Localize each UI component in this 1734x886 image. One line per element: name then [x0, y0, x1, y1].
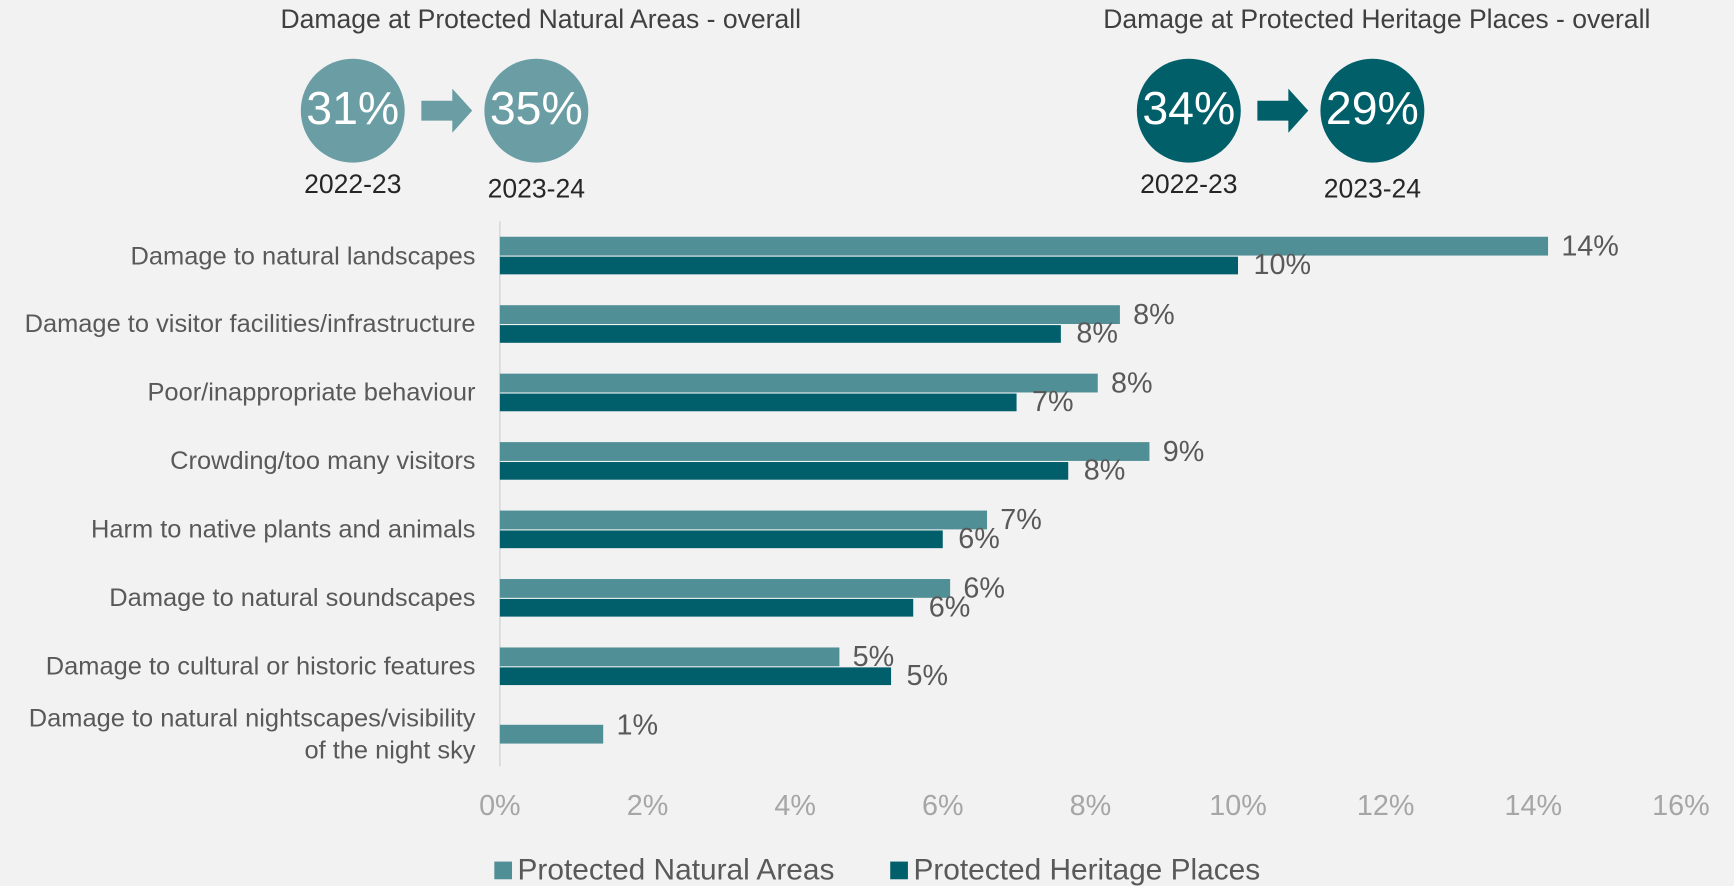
- x-tick-label: 14%: [1505, 790, 1563, 822]
- bar: [499, 724, 604, 744]
- category-label-box: Crowding/too many visitors: [170, 445, 476, 475]
- arrow: [1257, 88, 1309, 133]
- bar: [499, 373, 1098, 393]
- category-label-box: Damage to natural landscapes: [130, 240, 476, 270]
- x-tick-label: 6%: [922, 790, 964, 822]
- bar: [499, 462, 1069, 480]
- x-tick-label: 16%: [1652, 790, 1710, 822]
- bar: [499, 236, 1549, 256]
- category-label-box: Damage to cultural or historic features: [45, 651, 476, 681]
- category-label: Damage to cultural or historic features: [45, 651, 476, 681]
- summary-circle: [484, 58, 589, 163]
- value-label: 9%: [1163, 436, 1205, 468]
- summary-period: 2022-23: [304, 169, 401, 199]
- legend-label: Protected Natural Areas: [518, 853, 835, 886]
- value-label: 6%: [963, 573, 1005, 605]
- bar: [499, 305, 1120, 325]
- summary-circle: [300, 58, 405, 163]
- category-label: Damage to visitor facilities/infrastruct…: [24, 309, 476, 338]
- value-label: 8%: [1084, 455, 1126, 487]
- x-tick-label: 2%: [627, 790, 669, 822]
- summary-value: 35%: [490, 82, 583, 134]
- summary-circle: [1136, 58, 1241, 163]
- x-tick-label: 0%: [479, 790, 521, 822]
- value-label: 8%: [1111, 367, 1153, 399]
- category-label-box: Poor/inappropriate behaviour: [147, 377, 476, 407]
- legend-label: Protected Heritage Places: [913, 853, 1260, 886]
- value-label: 14%: [1561, 230, 1619, 262]
- bar: [499, 579, 951, 598]
- x-tick-label: 12%: [1357, 790, 1415, 822]
- summary-value: 29%: [1326, 82, 1419, 134]
- bar: [499, 598, 914, 617]
- bar: [499, 667, 892, 686]
- value-label: 6%: [929, 591, 971, 623]
- bar: [499, 393, 1017, 412]
- category-label-box: Damage to visitor facilities/infrastruct…: [24, 309, 476, 338]
- category-label: Crowding/too many visitors: [170, 445, 476, 475]
- bar: [499, 442, 1150, 461]
- category-label: Damage to natural landscapes: [130, 240, 476, 270]
- legend-swatch: [494, 861, 513, 880]
- category-label: Damage to natural nightscapes/visibility…: [28, 703, 476, 765]
- category-label: Harm to native plants and animals: [90, 514, 476, 544]
- value-label: 5%: [907, 660, 949, 692]
- bar: [499, 325, 1061, 343]
- summary-value: 31%: [306, 82, 399, 134]
- summary-title: Damage at Protected Heritage Places - ov…: [1103, 4, 1650, 34]
- legend-swatch: [890, 861, 908, 880]
- bar: [499, 647, 840, 667]
- summary-value: 34%: [1142, 82, 1235, 134]
- value-label: 6%: [958, 523, 1000, 555]
- bar: [499, 510, 988, 530]
- bar: [499, 256, 1239, 275]
- value-label: 8%: [1076, 318, 1118, 350]
- x-tick-label: 10%: [1209, 790, 1267, 822]
- summary-period: 2023-24: [1324, 173, 1421, 203]
- category-label-box: Damage to natural soundscapes: [109, 582, 476, 612]
- value-label: 8%: [1133, 299, 1175, 331]
- summary-period: 2023-24: [488, 173, 585, 203]
- x-tick-label: 8%: [1070, 790, 1112, 822]
- value-label: 10%: [1254, 249, 1312, 281]
- summary-period: 2022-23: [1140, 169, 1237, 199]
- value-label: 1%: [616, 710, 658, 742]
- category-label: Damage to natural soundscapes: [109, 582, 476, 612]
- summary-circle: [1320, 58, 1425, 163]
- category-label: Poor/inappropriate behaviour: [147, 377, 476, 407]
- bar: [499, 530, 943, 549]
- category-label-box: Harm to native plants and animals: [90, 514, 476, 544]
- summary-title: Damage at Protected Natural Areas - over…: [280, 4, 801, 34]
- x-tick-label: 4%: [774, 790, 816, 822]
- category-label-box: Damage to natural nightscapes/visibility…: [28, 703, 476, 765]
- arrow: [421, 88, 473, 133]
- value-label: 7%: [1032, 386, 1074, 418]
- value-label: 7%: [1000, 504, 1042, 536]
